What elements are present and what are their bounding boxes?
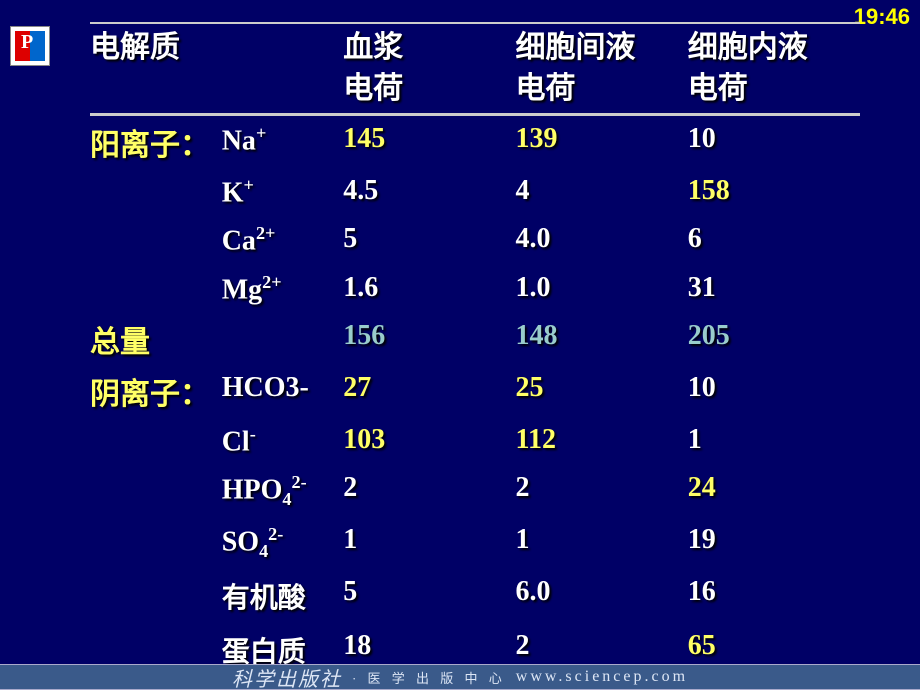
- value-cell: 5: [343, 216, 515, 264]
- ion-name: Ca2+: [222, 216, 344, 264]
- cation-total-row: 总量 156 148 205: [90, 313, 860, 365]
- table-row: HPO42-2224: [90, 465, 860, 517]
- timestamp: 19:46: [854, 4, 910, 30]
- value-cell: 4.5: [343, 168, 515, 216]
- value-cell: 2: [516, 465, 688, 517]
- value-cell: 27: [343, 365, 515, 417]
- ion-name: K+: [222, 168, 344, 216]
- value-cell: 19: [688, 517, 860, 569]
- table-row: SO42-1119: [90, 517, 860, 569]
- value-cell: 145: [343, 116, 515, 168]
- table-row: Cl-1031121: [90, 417, 860, 465]
- cation-total-plasma: 156: [343, 313, 515, 365]
- value-cell: 139: [516, 116, 688, 168]
- value-cell: 4.0: [516, 216, 688, 264]
- ion-name: HCO3-: [222, 365, 344, 417]
- value-cell: 103: [343, 417, 515, 465]
- value-cell: 2: [343, 465, 515, 517]
- value-cell: 24: [688, 465, 860, 517]
- table-row: K+4.54158: [90, 168, 860, 216]
- value-cell: 6.0: [516, 569, 688, 623]
- table-row: 有机酸56.016: [90, 569, 860, 623]
- publisher-name: 科学出版社: [232, 663, 342, 690]
- ion-name: 有机酸: [222, 569, 344, 623]
- value-cell: 16: [688, 569, 860, 623]
- anion-label: [90, 569, 222, 623]
- electrolyte-table: 电解质 血浆电荷 细胞间液电荷 细胞内液电荷 阳离子：Na+14513910K+…: [90, 22, 860, 690]
- value-cell: 1: [343, 517, 515, 569]
- table-row: 阳离子：Na+14513910: [90, 116, 860, 168]
- value-cell: 6: [688, 216, 860, 264]
- value-cell: 10: [688, 365, 860, 417]
- value-cell: 1.0: [516, 265, 688, 313]
- col-header-electrolyte: 电解质: [90, 24, 343, 115]
- cation-label: [90, 216, 222, 264]
- cation-label: [90, 168, 222, 216]
- table-row: 阴离子：HCO3-272510: [90, 365, 860, 417]
- publisher-subtitle: · 医 学 出 版 中 心: [352, 668, 506, 687]
- anion-label: [90, 465, 222, 517]
- anion-label: 阴离子：: [90, 365, 222, 417]
- value-cell: 158: [688, 168, 860, 216]
- ion-name: HPO42-: [222, 465, 344, 517]
- total-label: 总量: [90, 313, 343, 365]
- publisher-url: www.sciencep.com: [516, 668, 688, 686]
- anion-label: [90, 417, 222, 465]
- ion-name: SO42-: [222, 517, 344, 569]
- anion-label: [90, 517, 222, 569]
- value-cell: 112: [516, 417, 688, 465]
- col-header-interstitial: 细胞间液电荷: [516, 24, 688, 115]
- table-row: Ca2+54.06: [90, 216, 860, 264]
- col-header-intracellular: 细胞内液电荷: [688, 24, 860, 115]
- value-cell: 1: [688, 417, 860, 465]
- cation-label: [90, 265, 222, 313]
- table-row: Mg2+1.61.031: [90, 265, 860, 313]
- value-cell: 5: [343, 569, 515, 623]
- value-cell: 10: [688, 116, 860, 168]
- cation-label: 阳离子：: [90, 116, 222, 168]
- value-cell: 31: [688, 265, 860, 313]
- value-cell: 25: [516, 365, 688, 417]
- value-cell: 1.6: [343, 265, 515, 313]
- col-header-plasma: 血浆电荷: [343, 24, 515, 115]
- ion-name: Na+: [222, 116, 344, 168]
- value-cell: 1: [516, 517, 688, 569]
- publisher-logo-icon: P: [10, 26, 50, 66]
- ion-name: Cl-: [222, 417, 344, 465]
- ion-name: Mg2+: [222, 265, 344, 313]
- cation-total-inter: 148: [516, 313, 688, 365]
- footer-bar: 科学出版社 · 医 学 出 版 中 心 www.sciencep.com: [0, 664, 920, 690]
- cation-total-intra: 205: [688, 313, 860, 365]
- value-cell: 4: [516, 168, 688, 216]
